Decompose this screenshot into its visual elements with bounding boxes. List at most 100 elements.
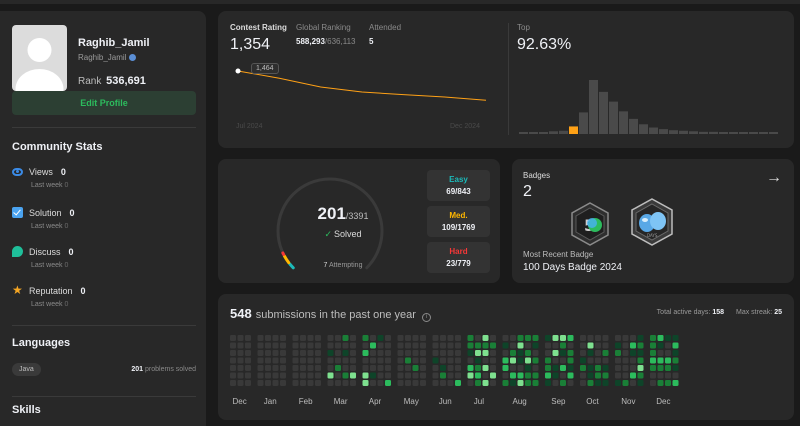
heatmap-cell[interactable]	[405, 365, 411, 371]
heatmap-cell[interactable]	[412, 365, 419, 371]
heatmap-cell[interactable]	[272, 357, 279, 364]
heatmap-cell[interactable]	[342, 342, 349, 349]
heatmap-cell[interactable]	[467, 365, 474, 371]
heatmap-cell[interactable]	[467, 350, 474, 356]
heatmap-cell[interactable]	[350, 372, 356, 379]
heatmap-cell[interactable]	[630, 335, 636, 341]
heatmap-cell[interactable]	[510, 357, 516, 364]
heatmap-cell[interactable]	[300, 372, 306, 379]
heatmap-cell[interactable]	[315, 380, 321, 386]
heatmap-cell[interactable]	[630, 372, 636, 379]
heatmap-cell[interactable]	[580, 380, 586, 386]
heatmap-cell[interactable]	[482, 372, 489, 379]
solved-progress-ring[interactable]	[268, 173, 392, 283]
heatmap-cell[interactable]	[552, 350, 559, 356]
heatmap-cell[interactable]	[280, 365, 286, 371]
heatmap-cell[interactable]	[657, 372, 664, 379]
heatmap-cell[interactable]	[257, 357, 264, 364]
heatmap-cell[interactable]	[552, 335, 559, 341]
heatmap-cell[interactable]	[615, 335, 621, 341]
heatmap-cell[interactable]	[665, 372, 671, 379]
heatmap-cell[interactable]	[650, 365, 656, 371]
heatmap-cell[interactable]	[385, 350, 391, 356]
heatmap-cell[interactable]	[587, 372, 594, 379]
heatmap-cell[interactable]	[672, 365, 679, 371]
heatmap-cell[interactable]	[292, 357, 299, 364]
heatmap-cell[interactable]	[545, 365, 551, 371]
heatmap-cell[interactable]	[370, 365, 376, 371]
heatmap-cell[interactable]	[397, 342, 404, 349]
heatmap-cell[interactable]	[552, 342, 559, 349]
distribution-bar[interactable]	[689, 131, 698, 134]
heatmap-cell[interactable]	[482, 357, 489, 364]
heatmap-cell[interactable]	[327, 335, 334, 341]
heatmap-cell[interactable]	[377, 335, 384, 341]
heatmap-cell[interactable]	[580, 350, 586, 356]
heatmap-cell[interactable]	[637, 342, 644, 349]
heatmap-cell[interactable]	[650, 372, 656, 379]
heatmap-cell[interactable]	[420, 335, 426, 341]
heatmap-cell[interactable]	[432, 365, 439, 371]
heatmap-cell[interactable]	[412, 372, 419, 379]
heatmap-cell[interactable]	[300, 357, 306, 364]
heatmap-cell[interactable]	[657, 335, 664, 341]
heatmap-cell[interactable]	[672, 350, 679, 356]
heatmap-cell[interactable]	[440, 380, 446, 386]
heatmap-cell[interactable]	[490, 372, 496, 379]
heatmap-cell[interactable]	[307, 357, 314, 364]
heatmap-cell[interactable]	[615, 365, 621, 371]
heatmap-cell[interactable]	[385, 372, 391, 379]
heatmap-cell[interactable]	[420, 357, 426, 364]
heatmap-cell[interactable]	[362, 342, 369, 349]
distribution-bar[interactable]	[569, 126, 578, 134]
heatmap-cell[interactable]	[455, 365, 461, 371]
heatmap-cell[interactable]	[432, 380, 439, 386]
heatmap-cell[interactable]	[327, 380, 334, 386]
heatmap-cell[interactable]	[622, 357, 629, 364]
heatmap-cell[interactable]	[237, 335, 244, 341]
heatmap-cell[interactable]	[615, 357, 621, 364]
heatmap-cell[interactable]	[595, 380, 601, 386]
heatmap-cell[interactable]	[420, 365, 426, 371]
heatmap-cell[interactable]	[307, 342, 314, 349]
heatmap-cell[interactable]	[350, 357, 356, 364]
heatmap-cell[interactable]	[502, 350, 509, 356]
heatmap-cell[interactable]	[567, 380, 574, 386]
heatmap-cell[interactable]	[405, 350, 411, 356]
heatmap-cell[interactable]	[385, 380, 391, 386]
heatmap-cell[interactable]	[265, 380, 271, 386]
heatmap-cell[interactable]	[525, 335, 531, 341]
heatmap-cell[interactable]	[525, 350, 531, 356]
heatmap-cell[interactable]	[280, 335, 286, 341]
heatmap-cell[interactable]	[397, 372, 404, 379]
heatmap-cell[interactable]	[432, 335, 439, 341]
rating-point[interactable]	[235, 68, 241, 74]
heatmap-cell[interactable]	[272, 335, 279, 341]
heatmap-cell[interactable]	[587, 350, 594, 356]
heatmap-cell[interactable]	[580, 335, 586, 341]
heatmap-cell[interactable]	[397, 365, 404, 371]
heatmap-cell[interactable]	[350, 350, 356, 356]
distribution-bar[interactable]	[659, 129, 668, 134]
heatmap-cell[interactable]	[657, 357, 664, 364]
heatmap-cell[interactable]	[385, 365, 391, 371]
heatmap-cell[interactable]	[602, 380, 609, 386]
heatmap-cell[interactable]	[440, 342, 446, 349]
heatmap-cell[interactable]	[545, 342, 551, 349]
heatmap-cell[interactable]	[482, 365, 489, 371]
heatmap-cell[interactable]	[475, 350, 481, 356]
heatmap-cell[interactable]	[447, 372, 454, 379]
heatmap-cell[interactable]	[257, 350, 264, 356]
heatmap-cell[interactable]	[237, 372, 244, 379]
heatmap-cell[interactable]	[532, 380, 539, 386]
distribution-bar[interactable]	[679, 130, 688, 134]
heatmap-cell[interactable]	[552, 365, 559, 371]
heatmap-cell[interactable]	[510, 372, 516, 379]
heatmap-cell[interactable]	[405, 357, 411, 364]
heatmap-cell[interactable]	[342, 350, 349, 356]
heatmap-cell[interactable]	[482, 350, 489, 356]
heatmap-cell[interactable]	[447, 335, 454, 341]
heatmap-cell[interactable]	[587, 365, 594, 371]
heatmap-cell[interactable]	[475, 335, 481, 341]
heatmap-cell[interactable]	[292, 350, 299, 356]
